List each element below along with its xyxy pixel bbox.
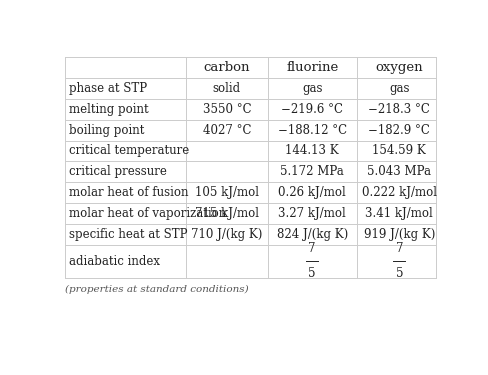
Text: fluorine: fluorine [285,61,338,74]
Text: 5.043 MPa: 5.043 MPa [366,165,430,178]
Text: 919 J/(kg K): 919 J/(kg K) [363,228,434,241]
Text: critical temperature: critical temperature [69,144,189,158]
Text: 0.222 kJ/mol: 0.222 kJ/mol [361,186,436,199]
Text: 144.13 K: 144.13 K [285,144,338,158]
Text: −188.12 °C: −188.12 °C [277,124,346,136]
Text: 715 kJ/mol: 715 kJ/mol [195,207,259,220]
Text: 3.41 kJ/mol: 3.41 kJ/mol [365,207,432,220]
Text: molar heat of vaporization: molar heat of vaporization [69,207,226,220]
Text: 105 kJ/mol: 105 kJ/mol [195,186,259,199]
Text: 824 J/(kg K): 824 J/(kg K) [276,228,347,241]
Text: 7: 7 [395,242,402,255]
Text: adiabatic index: adiabatic index [69,255,160,268]
Text: 5.172 MPa: 5.172 MPa [280,165,344,178]
Text: phase at STP: phase at STP [69,82,147,95]
Text: 3.27 kJ/mol: 3.27 kJ/mol [278,207,346,220]
Text: gas: gas [388,82,409,95]
Text: 154.59 K: 154.59 K [372,144,426,158]
Text: boiling point: boiling point [69,124,144,136]
Text: oxygen: oxygen [375,61,422,74]
Text: melting point: melting point [69,103,149,116]
Text: molar heat of fusion: molar heat of fusion [69,186,188,199]
Text: 3550 °C: 3550 °C [202,103,251,116]
Text: 7: 7 [308,242,315,255]
Text: 4027 °C: 4027 °C [202,124,251,136]
Text: 5: 5 [395,267,402,280]
Text: 5: 5 [308,267,315,280]
Text: carbon: carbon [203,61,250,74]
Text: solid: solid [212,82,241,95]
Text: 0.26 kJ/mol: 0.26 kJ/mol [278,186,346,199]
Text: −182.9 °C: −182.9 °C [367,124,429,136]
Text: critical pressure: critical pressure [69,165,167,178]
Text: (properties at standard conditions): (properties at standard conditions) [65,285,248,294]
Text: gas: gas [301,82,322,95]
Text: specific heat at STP: specific heat at STP [69,228,187,241]
Text: 710 J/(kg K): 710 J/(kg K) [191,228,262,241]
Text: −219.6 °C: −219.6 °C [281,103,343,116]
Text: −218.3 °C: −218.3 °C [367,103,429,116]
